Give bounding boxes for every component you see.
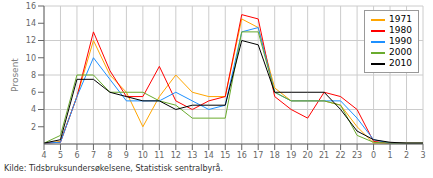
html-text:1980: 1980 [389, 25, 412, 35]
svg-text:12: 12 [26, 36, 36, 45]
svg-text:8: 8 [107, 151, 112, 160]
svg-text:21: 21 [319, 151, 329, 160]
svg-text:16: 16 [26, 2, 36, 11]
svg-text:10: 10 [26, 54, 36, 63]
svg-text:17: 17 [253, 151, 263, 160]
svg-text:6: 6 [31, 88, 36, 97]
svg-text:15: 15 [220, 151, 230, 160]
html-text:2010: 2010 [389, 58, 412, 68]
svg-text:11: 11 [154, 151, 164, 160]
svg-text:2: 2 [31, 123, 36, 132]
svg-text:1: 1 [387, 151, 392, 160]
svg-text:13: 13 [187, 151, 197, 160]
svg-text:4: 4 [31, 105, 36, 114]
svg-text:2: 2 [404, 151, 409, 160]
svg-text:8: 8 [31, 71, 36, 80]
svg-text:22: 22 [336, 151, 346, 160]
svg-text:14: 14 [26, 19, 36, 28]
html-text:1990: 1990 [389, 36, 412, 46]
svg-text:10: 10 [138, 151, 148, 160]
svg-text:20: 20 [303, 151, 313, 160]
svg-text:Prosent: Prosent [10, 58, 20, 92]
svg-text:4: 4 [41, 151, 46, 160]
svg-text:3: 3 [420, 151, 425, 160]
svg-text:18: 18 [270, 151, 280, 160]
svg-text:16: 16 [237, 151, 247, 160]
html-text:1971: 1971 [389, 14, 412, 24]
svg-text:5: 5 [58, 151, 63, 160]
svg-text:12: 12 [171, 151, 181, 160]
svg-text:14: 14 [204, 151, 214, 160]
svg-text:0: 0 [371, 151, 376, 160]
svg-text:6: 6 [74, 151, 79, 160]
svg-text:9: 9 [124, 151, 129, 160]
svg-text:7: 7 [91, 151, 96, 160]
html-text:Kilde: Tidsbruksundersøkelsene: Kilde: Tidsbruksundersøkelsene, Statisti… [4, 164, 223, 173]
html-text:2000: 2000 [389, 47, 412, 57]
svg-text:19: 19 [286, 151, 296, 160]
svg-text:23: 23 [352, 151, 362, 160]
